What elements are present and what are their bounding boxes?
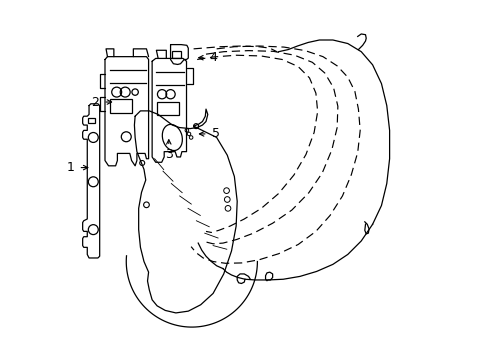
Text: 3: 3: [165, 148, 173, 161]
Bar: [88, 118, 96, 123]
Text: 1: 1: [67, 161, 74, 174]
Text: 5: 5: [212, 127, 220, 140]
Text: 2: 2: [92, 95, 99, 108]
Text: 4: 4: [210, 51, 218, 64]
Bar: [157, 102, 179, 115]
Bar: [110, 99, 132, 113]
Bar: [172, 51, 181, 58]
